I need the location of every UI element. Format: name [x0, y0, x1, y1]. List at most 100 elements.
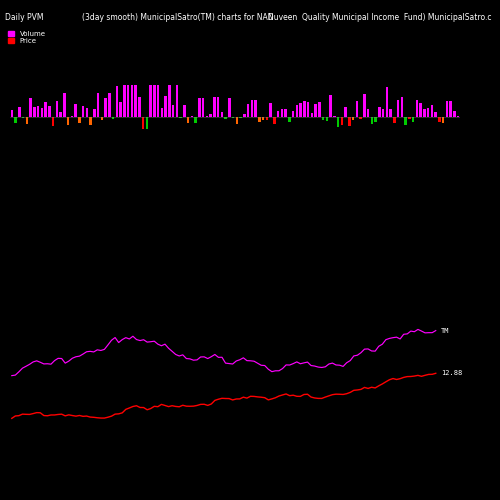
Bar	[378, 108, 380, 118]
Bar	[112, 118, 114, 119]
Bar	[157, 86, 160, 117]
Bar	[60, 112, 62, 117]
Bar	[284, 109, 287, 118]
Bar	[310, 114, 313, 117]
Bar	[202, 98, 204, 117]
Bar	[400, 97, 403, 117]
Bar	[93, 110, 96, 118]
Bar	[100, 118, 103, 120]
Bar	[382, 108, 384, 118]
Bar	[10, 110, 13, 117]
Bar	[266, 118, 268, 120]
Bar	[288, 118, 290, 122]
Bar	[322, 118, 324, 120]
Bar	[217, 96, 220, 117]
Bar	[434, 112, 437, 117]
Text: TM: TM	[441, 328, 450, 334]
Bar	[307, 102, 310, 117]
Bar	[63, 94, 66, 118]
Bar	[206, 116, 208, 117]
Bar	[303, 102, 306, 117]
Bar	[333, 116, 336, 117]
Bar	[37, 106, 40, 118]
Legend: Volume, Price: Volume, Price	[8, 31, 46, 44]
Bar	[138, 97, 140, 117]
Bar	[423, 110, 426, 118]
Bar	[104, 98, 107, 117]
Bar	[176, 86, 178, 117]
Bar	[127, 86, 130, 117]
Bar	[250, 100, 253, 117]
Bar	[56, 101, 58, 117]
Bar	[236, 118, 238, 124]
Bar	[116, 86, 118, 118]
Bar	[123, 86, 126, 117]
Bar	[70, 116, 73, 117]
Bar	[408, 118, 410, 119]
Bar	[134, 86, 137, 117]
Bar	[160, 108, 163, 118]
Bar	[168, 86, 170, 117]
Bar	[352, 118, 354, 120]
Bar	[296, 105, 298, 118]
Bar	[446, 101, 448, 117]
Bar	[430, 105, 433, 118]
Text: Daily PVM: Daily PVM	[5, 12, 44, 22]
Bar	[438, 118, 440, 122]
Bar	[142, 118, 144, 128]
Bar	[314, 104, 317, 118]
Bar	[108, 92, 110, 118]
Bar	[187, 118, 190, 124]
Bar	[74, 104, 77, 118]
Bar	[78, 118, 80, 123]
Bar	[26, 118, 28, 124]
Bar	[363, 94, 366, 118]
Bar	[386, 88, 388, 118]
Bar	[348, 118, 350, 126]
Bar	[210, 114, 212, 117]
Bar	[40, 108, 43, 118]
Bar	[44, 102, 47, 118]
Bar	[33, 108, 35, 118]
Bar	[273, 118, 276, 124]
Bar	[150, 86, 152, 117]
Bar	[318, 102, 320, 118]
Bar	[164, 96, 167, 118]
Bar	[457, 116, 460, 117]
Bar	[247, 104, 250, 118]
Bar	[340, 118, 343, 125]
Bar	[258, 118, 260, 122]
Bar	[153, 86, 156, 117]
Bar	[442, 118, 444, 124]
Bar	[367, 109, 370, 118]
Bar	[390, 110, 392, 118]
Bar	[30, 98, 32, 117]
Bar	[393, 118, 396, 123]
Bar	[120, 102, 122, 118]
Bar	[172, 105, 174, 118]
Text: 12.88: 12.88	[441, 370, 462, 376]
Bar	[412, 118, 414, 122]
Bar	[277, 111, 280, 117]
Bar	[198, 98, 200, 117]
Bar	[420, 102, 422, 118]
Bar	[292, 112, 294, 117]
Bar	[397, 100, 400, 117]
Bar	[18, 106, 21, 118]
Bar	[416, 100, 418, 117]
Bar	[190, 116, 193, 117]
Bar	[330, 96, 332, 118]
Bar	[243, 114, 246, 117]
Bar	[270, 103, 272, 118]
Bar	[146, 118, 148, 128]
Bar	[90, 118, 92, 125]
Bar	[48, 106, 50, 118]
Bar	[280, 110, 283, 118]
Bar	[52, 118, 54, 126]
Bar	[356, 102, 358, 117]
Bar	[228, 98, 230, 117]
Bar	[224, 118, 227, 119]
Bar	[183, 105, 186, 118]
Bar	[254, 100, 257, 117]
Bar	[344, 107, 347, 118]
